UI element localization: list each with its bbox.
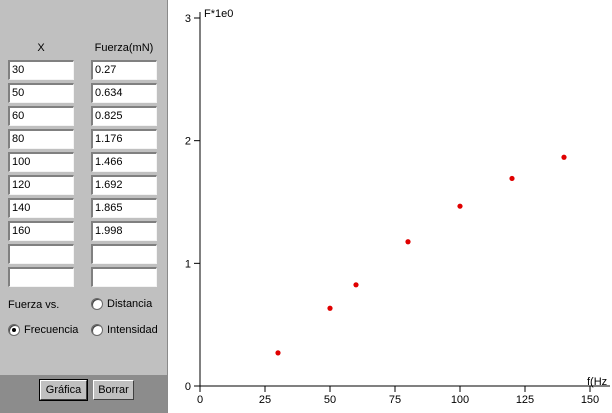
x-axis-label: f(Hz (587, 376, 607, 388)
y-tick-label: 3 (185, 13, 191, 25)
y-tick-label: 1 (185, 258, 191, 270)
x-tick-label: 125 (516, 394, 534, 406)
x-value-field[interactable]: 140 (8, 198, 74, 218)
column-header-x: X (37, 42, 45, 54)
radio-frecuencia-label[interactable]: Frecuencia (24, 324, 79, 336)
fuerza-value-field[interactable]: 0.634 (91, 83, 157, 103)
x-value-field[interactable]: 60 (8, 106, 74, 126)
fuerza-value-field[interactable]: 1.692 (91, 175, 157, 195)
x-value-field[interactable]: 80 (8, 129, 74, 149)
fuerza-value-field[interactable]: 1.865 (91, 198, 157, 218)
y-tick-label: 2 (185, 136, 191, 148)
fuerza-value-field[interactable] (91, 244, 157, 264)
force-frequency-chart: 0 25 50 75 100 125 150 0 1 2 3 F*1e0 f(Hz (185, 8, 610, 406)
radio-intensidad-circle[interactable] (91, 324, 103, 336)
radio-distancia-circle[interactable] (91, 298, 103, 310)
column-header-fuerza: Fuerza(mN) (94, 42, 154, 54)
radio-frecuencia-circle[interactable] (8, 324, 20, 336)
chart-points (275, 154, 567, 356)
fuerza-value-field[interactable]: 0.825 (91, 106, 157, 126)
y-axis-label: F*1e0 (204, 8, 233, 20)
x-value-field[interactable]: 30 (8, 60, 74, 80)
x-value-field[interactable]: 160 (8, 221, 74, 241)
x-tick-label: 50 (324, 394, 336, 406)
fuerza-value-field[interactable]: 0.27 (91, 60, 157, 80)
data-point (457, 203, 463, 209)
fuerza-value-field[interactable]: 1.998 (91, 221, 157, 241)
x-value-field[interactable]: 120 (8, 175, 74, 195)
y-tick-label: 0 (185, 381, 191, 393)
chart-axes: 0 25 50 75 100 125 150 0 1 2 3 (185, 12, 610, 406)
x-tick-label: 150 (581, 394, 599, 406)
data-point (405, 239, 411, 245)
fuerza-vs-label: Fuerza vs. (8, 299, 60, 311)
data-point (561, 154, 567, 160)
x-value-field[interactable] (8, 244, 74, 264)
radio-intensidad-label[interactable]: Intensidad (107, 324, 158, 336)
x-tick-label: 75 (389, 394, 401, 406)
data-point (327, 305, 333, 311)
data-point (275, 350, 281, 356)
x-tick-label: 25 (259, 394, 271, 406)
borrar-button[interactable]: Borrar (93, 380, 134, 400)
data-entry-panel: X Fuerza(mN) 30 0.27 50 0.634 60 0.825 80 1.176… (0, 0, 168, 413)
radio-distancia-label[interactable]: Distancia (107, 298, 153, 310)
data-point (353, 282, 359, 288)
x-value-field[interactable]: 50 (8, 83, 74, 103)
grafica-button[interactable]: Gráfica (39, 379, 88, 401)
fuerza-value-field[interactable]: 1.176 (91, 129, 157, 149)
x-value-field[interactable]: 100 (8, 152, 74, 172)
x-tick-label: 0 (197, 394, 203, 406)
x-tick-label: 100 (451, 394, 469, 406)
fuerza-value-field[interactable]: 1.466 (91, 152, 157, 172)
fuerza-value-field[interactable] (91, 267, 157, 287)
data-point (509, 175, 515, 182)
x-value-field[interactable] (8, 267, 74, 287)
